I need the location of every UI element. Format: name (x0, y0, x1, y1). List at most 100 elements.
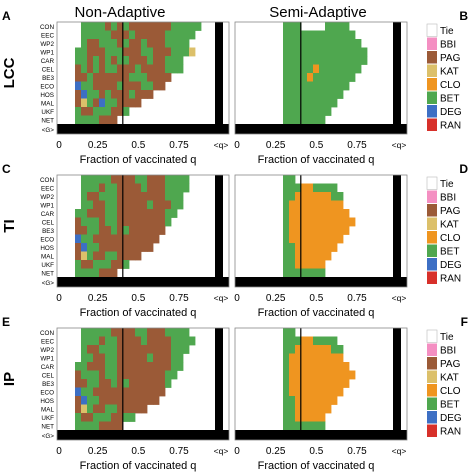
heatmap-cell (141, 30, 148, 40)
heatmap-cell (183, 336, 190, 346)
heatmap-cell (177, 56, 184, 65)
heatmap-cell (117, 64, 124, 74)
legend-swatch (427, 64, 437, 77)
heatmap-cell (307, 30, 314, 40)
heatmap-cell (111, 234, 118, 244)
heatmap-cell (129, 39, 136, 48)
average-row-bar (57, 430, 229, 440)
heatmap-cell (87, 200, 94, 210)
heatmap-cell (325, 370, 332, 380)
heatmap-cell (361, 56, 368, 65)
heatmap-cell (105, 396, 112, 405)
heatmap-cell (289, 251, 296, 261)
heatmap-cell (75, 98, 82, 108)
heatmap-cell (99, 362, 106, 371)
heatmap-cell (93, 175, 100, 184)
heatmap-cell (355, 64, 362, 74)
heatmap-cell (295, 81, 302, 91)
heatmap-cell (313, 64, 320, 74)
heatmap-cell (289, 56, 296, 65)
heatmap-cell (283, 107, 290, 116)
heatmap-cell (331, 64, 338, 74)
heatmap-cell (147, 209, 154, 218)
heatmap-cell (319, 226, 326, 235)
heatmap-cell (301, 370, 308, 380)
heatmap-cell (147, 362, 154, 371)
heatmap-cell (129, 387, 136, 397)
heatmap-cell (319, 73, 326, 82)
heatmap-cell (301, 336, 308, 346)
heatmap-cell (81, 387, 88, 397)
heatmap-cell (283, 209, 290, 218)
heatmap-cell (99, 328, 106, 337)
heatmap-cell (177, 192, 184, 201)
heatmap-cell (349, 56, 356, 65)
heatmap-cell (289, 387, 296, 397)
heatmap-cell (105, 115, 112, 125)
heatmap-cell (93, 107, 100, 116)
heatmap-cell (331, 226, 338, 235)
heatmap-cell (111, 81, 118, 91)
heatmap-cell (111, 370, 118, 380)
heatmap-cell (75, 234, 82, 244)
heatmap-cell (117, 22, 124, 31)
heatmap-cell (289, 183, 296, 193)
heatmap-cell (75, 107, 82, 116)
heatmap-cell (283, 81, 290, 91)
heatmap-cell (301, 90, 308, 99)
heatmap-cell (87, 56, 94, 65)
heatmap-cell (283, 413, 290, 422)
heatmap-cell (153, 209, 160, 218)
heatmap-cell (117, 90, 124, 99)
heatmap-cell (295, 107, 302, 116)
heatmap-cell (123, 39, 130, 48)
x-tick-label: 0.5 (131, 446, 145, 457)
heatmap-cell (87, 268, 94, 278)
heatmap-cell (283, 268, 290, 278)
heatmap-cell (301, 200, 308, 210)
heatmap-cell (283, 243, 290, 252)
heatmap-cell (177, 30, 184, 40)
heatmap-cell (111, 243, 118, 252)
heatmap-cell (283, 251, 290, 261)
heatmap-cell (135, 183, 142, 193)
legend-swatch (427, 271, 437, 284)
heatmap-cell (319, 387, 326, 397)
heatmap-cell (93, 90, 100, 99)
y-tick-label: EEC (41, 338, 54, 345)
y-tick-label: MAL (41, 100, 54, 107)
heatmap-cell (319, 39, 326, 48)
heatmap-cell (123, 56, 130, 65)
heatmap-cell (99, 345, 106, 354)
heatmap-cell (129, 217, 136, 227)
x-tick-label: 0.25 (266, 446, 286, 457)
heatmap-cell (117, 387, 124, 397)
heatmap-cell (319, 396, 326, 405)
legend-label: KAT (440, 373, 459, 384)
heatmap-cell (93, 387, 100, 397)
heatmap-cell (117, 413, 124, 422)
heatmap-cell (87, 260, 94, 269)
heatmap-cell (99, 183, 106, 193)
heatmap-cell (117, 39, 124, 48)
heatmap-cell (105, 192, 112, 201)
heatmap-cell (75, 404, 82, 414)
heatmap-cell (295, 370, 302, 380)
heatmap-cell (87, 370, 94, 380)
heatmap-cell (307, 226, 314, 235)
heatmap-cell (87, 336, 94, 346)
heatmap-cell (87, 421, 94, 431)
heatmap-cell (147, 90, 154, 99)
heatmap-cell (289, 336, 296, 346)
heatmap-cell (183, 345, 190, 354)
heatmap-cell (105, 234, 112, 244)
heatmap-cell (117, 336, 124, 346)
heatmap-cell (111, 47, 118, 57)
heatmap-cell (123, 396, 130, 405)
heatmap-cell (123, 243, 130, 252)
heatmap-cell (99, 30, 106, 40)
heatmap-cell (343, 39, 350, 48)
heatmap-cell (289, 73, 296, 82)
heatmap-cell (337, 234, 344, 244)
heatmap-cell (177, 353, 184, 363)
